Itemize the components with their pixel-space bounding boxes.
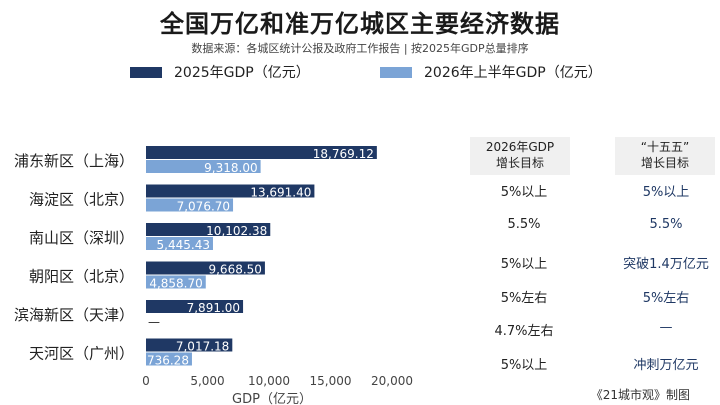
legend-label-2026h1: 2026年上半年GDP（亿元） <box>424 65 602 81</box>
x-tick-label: 5,000 <box>190 374 224 388</box>
legend-item-2025: 2025年GDP（亿元） <box>130 62 310 82</box>
bar <box>146 261 265 275</box>
x-tick-label: 10,000 <box>248 374 290 388</box>
table-cell: 5.5% <box>507 217 541 232</box>
bar <box>146 275 206 289</box>
table-header-growth-target-2026: 2026年GDP 增长目标 <box>470 137 570 175</box>
table-cell: 突破1.4万亿元 <box>623 257 709 272</box>
bar-value-label: 5,445.43 <box>157 238 210 252</box>
bar <box>146 223 271 236</box>
bar-value-label: 7,017.18 <box>176 340 229 354</box>
table-cell: 5%以上 <box>642 185 690 200</box>
category-label: 朝阳区（北京） <box>29 268 134 286</box>
bar-value-label: — <box>148 315 160 329</box>
bar-value-label: 9,318.00 <box>204 161 257 175</box>
x-tick-label: 15,000 <box>310 374 352 388</box>
bar-value-label: 9,668.50 <box>208 263 261 277</box>
x-tick-label: 20,000 <box>371 374 413 388</box>
table-cell: 5%以上 <box>500 257 548 272</box>
category-label: 南山区（深圳） <box>29 229 134 247</box>
bar <box>146 300 244 313</box>
category-label: 天河区（广州） <box>29 345 134 363</box>
table-cell: 5%以上 <box>500 358 548 373</box>
legend-item-2026h1: 2026年上半年GDP（亿元） <box>380 62 602 82</box>
table-cell: 5%以上 <box>500 185 548 200</box>
table-cell: 5.5% <box>649 217 683 232</box>
bar-value-label: 3,736.28 <box>136 354 189 368</box>
bar-value-label: 4,858.70 <box>149 277 202 291</box>
table-header-line: “十五五” <box>640 140 690 154</box>
bar <box>146 184 315 198</box>
table-header-line: 2026年GDP <box>485 140 555 154</box>
table-header-line: 增长目标 <box>640 156 689 170</box>
bar-value-label: 18,769.12 <box>313 147 374 161</box>
legend-label-2025: 2025年GDP（亿元） <box>174 65 310 81</box>
bar-value-label: 7,891.00 <box>187 301 240 315</box>
category-label: 浦东新区（上海） <box>14 152 134 170</box>
bar <box>146 338 233 352</box>
bar <box>146 198 234 212</box>
table-cell: 4.7%左右 <box>494 324 554 339</box>
bar-value-label: 13,691.40 <box>250 186 311 200</box>
category-label: 海淀区（北京） <box>29 191 134 209</box>
chart-credit: 《21城市观》制图 <box>590 388 690 402</box>
bar <box>146 237 213 250</box>
table-cell: 5%左右 <box>500 291 548 306</box>
x-tick-label: 0 <box>142 374 150 388</box>
x-axis-label: GDP（亿元） <box>232 392 312 405</box>
table-cell: 5%左右 <box>642 291 690 306</box>
bar <box>146 146 377 159</box>
legend-swatch-2026h1 <box>380 66 412 78</box>
table-header-line: 增长目标 <box>495 156 544 170</box>
bar <box>146 352 192 366</box>
bar <box>146 160 261 173</box>
table-cell: 冲刺万亿元 <box>633 358 699 373</box>
chart-title: 全国万亿和准万亿城区主要经济数据 <box>160 10 560 38</box>
bar-value-label: 7,076.70 <box>177 200 230 214</box>
category-label: 滨海新区（天津） <box>14 306 134 324</box>
bar-value-label: 10,102.38 <box>206 224 267 238</box>
legend-swatch-2025 <box>130 66 162 78</box>
table-cell: — <box>659 320 673 335</box>
chart-subtitle: 数据来源：各城区统计公报及政府工作报告 | 按2025年GDP总量排序 <box>191 42 529 55</box>
table-header-growth-target-15th-plan: “十五五” 增长目标 <box>615 137 715 175</box>
